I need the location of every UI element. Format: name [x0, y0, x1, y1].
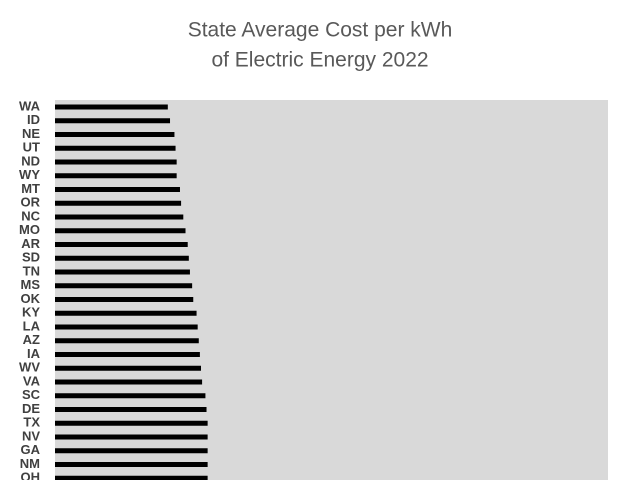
bar	[55, 475, 208, 480]
y-tick-label: NC	[21, 208, 40, 223]
y-tick-label: TX	[23, 415, 40, 430]
y-tick-label: OK	[21, 291, 41, 306]
y-tick-label: SC	[22, 387, 41, 402]
y-tick-label: LA	[23, 318, 41, 333]
bar	[55, 448, 208, 454]
y-tick-label: TN	[23, 263, 40, 278]
y-tick-label: OH	[21, 470, 41, 480]
bar	[55, 283, 193, 289]
bar	[55, 310, 197, 316]
y-tick-label: WA	[19, 98, 41, 113]
y-tick-label: NE	[22, 126, 40, 141]
bar	[55, 104, 168, 110]
bar	[55, 228, 186, 234]
y-tick-label: MS	[21, 277, 41, 292]
bar	[55, 379, 203, 385]
bar	[55, 242, 188, 247]
bar	[55, 187, 180, 192]
y-tick-label: MT	[21, 181, 40, 196]
bar	[55, 352, 200, 357]
bar	[55, 214, 184, 220]
chart-title: of Electric Energy 2022	[211, 49, 428, 72]
y-tick-label: ND	[21, 153, 40, 168]
y-tick-label: WY	[19, 167, 40, 182]
bar	[55, 338, 199, 344]
y-tick-label: IA	[27, 346, 41, 361]
bar	[55, 462, 208, 467]
bar	[55, 434, 208, 440]
y-tick-label: WV	[19, 360, 40, 375]
y-tick-label: MO	[19, 222, 40, 237]
bar	[55, 297, 194, 302]
y-tick-label: VA	[23, 373, 41, 388]
y-tick-label: SD	[22, 250, 40, 265]
bar	[55, 269, 190, 275]
bar	[55, 324, 198, 330]
y-tick-label: UT	[23, 140, 40, 155]
chart-title: State Average Cost per kWh	[188, 19, 453, 42]
bar	[55, 173, 177, 179]
y-tick-label: NM	[20, 456, 40, 471]
bar	[55, 365, 201, 371]
bar	[55, 420, 208, 426]
bar	[55, 407, 207, 412]
y-tick-label: KY	[22, 305, 40, 320]
bar	[55, 132, 175, 137]
bar	[55, 159, 177, 165]
bar	[55, 255, 189, 261]
bar	[55, 118, 171, 124]
y-tick-label: AZ	[23, 332, 40, 347]
bar	[55, 393, 206, 399]
y-tick-label: ID	[27, 112, 40, 127]
bar	[55, 145, 176, 151]
y-tick-label: AR	[21, 236, 40, 251]
y-tick-label: NV	[22, 428, 40, 443]
y-tick-label: OR	[21, 195, 41, 210]
bar	[55, 200, 182, 206]
y-tick-label: GA	[21, 442, 41, 457]
y-tick-label: DE	[22, 401, 40, 416]
